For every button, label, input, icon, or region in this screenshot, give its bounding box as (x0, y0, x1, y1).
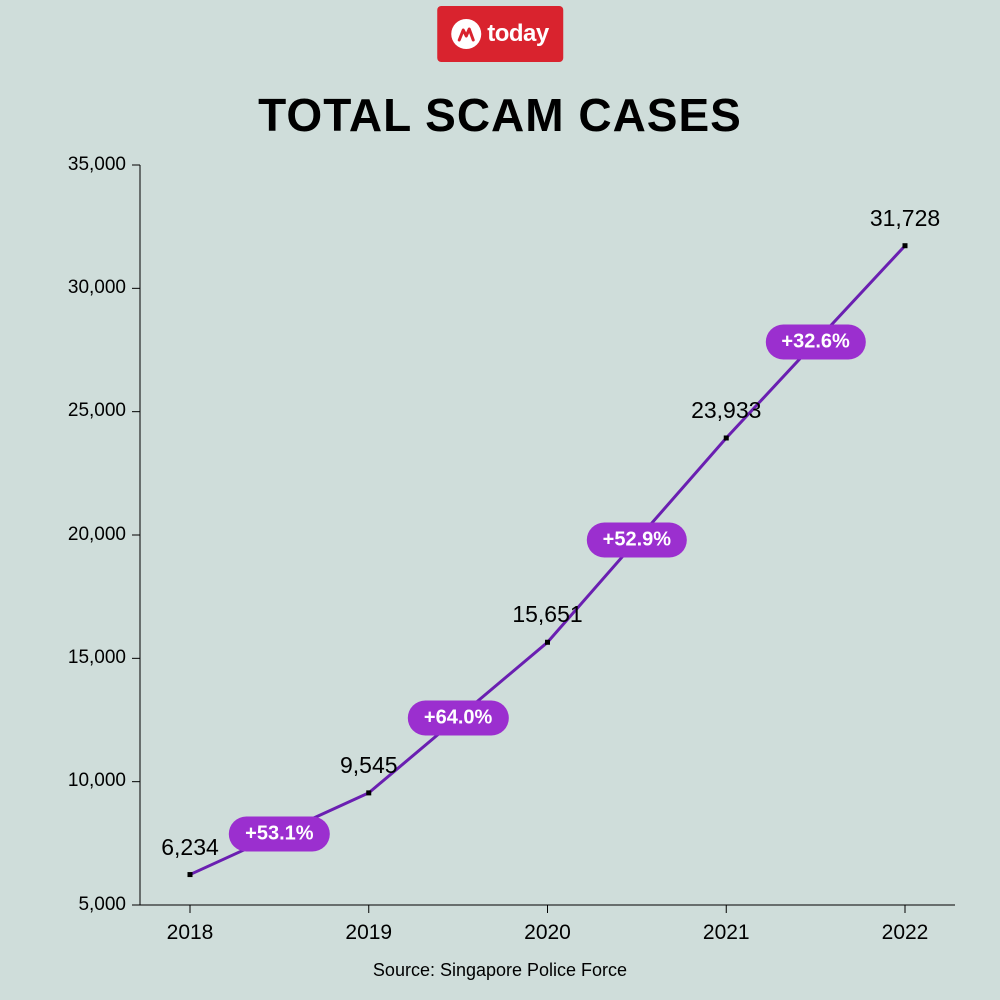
y-tick-label: 35,000 (68, 154, 126, 176)
data-label: 15,651 (512, 601, 582, 628)
logo-badge: today (437, 6, 563, 62)
x-tick-label: 2018 (167, 921, 214, 945)
data-label: 6,234 (161, 834, 219, 861)
canvas: today TOTAL SCAM CASES Source: Singapore… (0, 0, 1000, 1000)
pct-badge: +64.0% (408, 700, 508, 735)
y-tick-label: 20,000 (68, 524, 126, 546)
y-tick-label: 10,000 (68, 770, 126, 792)
y-tick-label: 5,000 (78, 894, 126, 916)
source-text: Source: Singapore Police Force (0, 960, 1000, 981)
x-tick-label: 2019 (345, 921, 392, 945)
logo-mark-icon (451, 19, 481, 49)
pct-badge: +53.1% (229, 816, 329, 851)
data-label: 9,545 (340, 752, 398, 779)
pct-badge: +32.6% (765, 324, 865, 359)
chart-svg (140, 165, 955, 905)
pct-badge: +52.9% (587, 523, 687, 558)
x-tick-label: 2020 (524, 921, 571, 945)
chart-title: TOTAL SCAM CASES (0, 88, 1000, 142)
data-label: 31,728 (870, 205, 940, 232)
y-tick-label: 15,000 (68, 647, 126, 669)
x-tick-label: 2022 (882, 921, 929, 945)
y-tick-label: 25,000 (68, 400, 126, 422)
logo-text: today (487, 20, 549, 48)
data-label: 23,933 (691, 397, 761, 424)
plot-area (140, 165, 955, 905)
y-tick-label: 30,000 (68, 277, 126, 299)
x-tick-label: 2021 (703, 921, 750, 945)
